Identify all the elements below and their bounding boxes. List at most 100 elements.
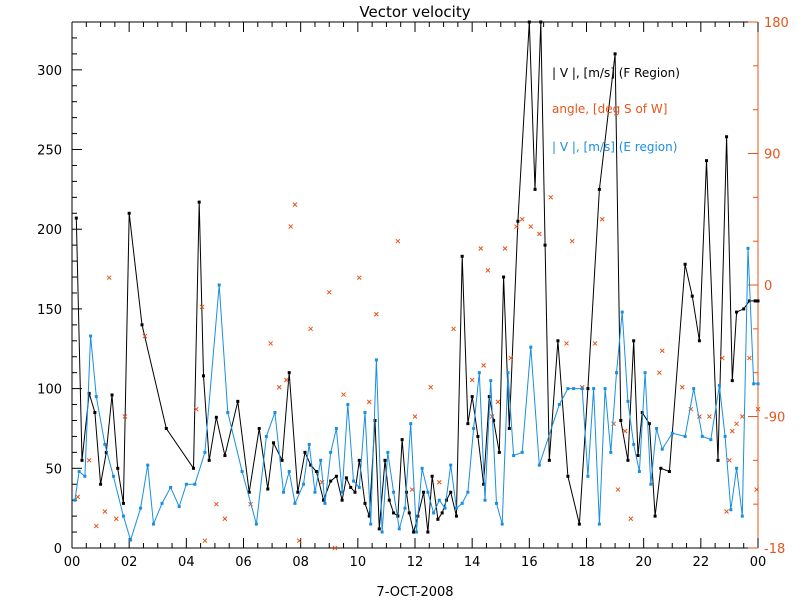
data-point [683,262,687,266]
data-point [739,414,745,419]
data-point [466,490,470,494]
data-point [729,508,733,512]
data-point [632,442,636,446]
data-point [414,530,418,534]
data-point [287,371,291,375]
data-point [302,482,306,486]
data-point [160,501,164,505]
data-point [226,411,230,415]
data-point [539,20,543,24]
data-point [80,458,84,462]
cross-stroke [469,377,475,383]
data-point [264,434,268,438]
data-point [734,421,739,427]
cross-stroke [374,311,379,317]
data-point [502,246,508,251]
y-tick-label-right: 180 [764,16,789,31]
data-point [628,516,634,522]
data-point [254,522,258,526]
cross-stroke [268,341,274,346]
cross-stroke [102,509,108,514]
data-point [400,438,404,442]
x-tick-label: 22 [693,555,710,570]
data-point [613,52,617,56]
data-point [122,414,128,419]
data-point [110,393,114,397]
cross-stroke [288,224,294,229]
cross-stroke [727,457,732,463]
data-point [93,411,97,415]
data-point [609,450,613,454]
data-point [752,382,756,386]
data-point [735,466,739,470]
data-point [667,469,671,473]
data-point [487,395,491,399]
data-point [94,395,98,399]
data-point [113,516,119,522]
y-tick-label-left: 50 [45,462,62,477]
cross-stroke [296,538,302,544]
data-point [597,522,601,526]
cross-stroke [502,246,508,251]
data-point [357,458,361,462]
data-point [322,498,326,502]
data-point [356,275,362,281]
data-point [383,458,387,462]
data-point [426,530,430,534]
data-point [276,384,282,390]
y-tick-label-left: 150 [37,303,62,318]
data-point [566,474,570,478]
cross-stroke [485,268,491,273]
data-point [197,200,201,204]
data-point [643,371,647,375]
cross-stroke [495,399,501,405]
x-tick-label: 14 [464,555,481,570]
data-point [403,506,407,510]
data-point [387,498,391,502]
cross-stroke [106,275,112,281]
data-point [507,426,511,430]
data-point [529,345,533,349]
data-point [482,482,486,486]
data-point [104,450,108,454]
data-point [472,426,476,430]
data-point [460,501,464,505]
data-point [502,275,506,279]
data-point [139,506,143,510]
cross-stroke [519,216,525,222]
data-point [592,387,596,391]
cross-stroke [412,414,418,419]
cross-stroke [451,326,456,332]
legend: | V |, [m/s] (F Region) angle, [deg S of … [552,66,680,154]
data-point [494,501,498,505]
data-point [307,442,311,446]
data-point [512,454,516,458]
data-point [619,418,623,422]
data-point [586,387,590,391]
data-point [603,387,607,391]
data-point [129,538,133,542]
data-point [374,311,379,317]
data-point [756,299,760,303]
data-point [653,514,657,518]
data-point [257,426,261,430]
data-point [655,426,659,430]
cross-stroke [569,238,575,244]
data-point [373,418,377,422]
data-point [409,422,413,426]
data-point [516,219,520,223]
data-point [111,474,115,478]
y-tick-label-right: -90 [764,411,785,426]
cross-stroke [719,355,725,361]
data-point [319,458,323,462]
data-point [397,527,401,531]
data-point [443,506,447,510]
data-point [597,187,601,191]
x-tick-label: 18 [578,555,595,570]
data-point [730,379,734,383]
data-point [86,457,92,463]
data-point [284,377,289,383]
data-point [536,231,542,237]
axes-layer: 00 02 04 06 08 10 12 14 16 18 20 22 0005010015020025… [37,16,789,570]
